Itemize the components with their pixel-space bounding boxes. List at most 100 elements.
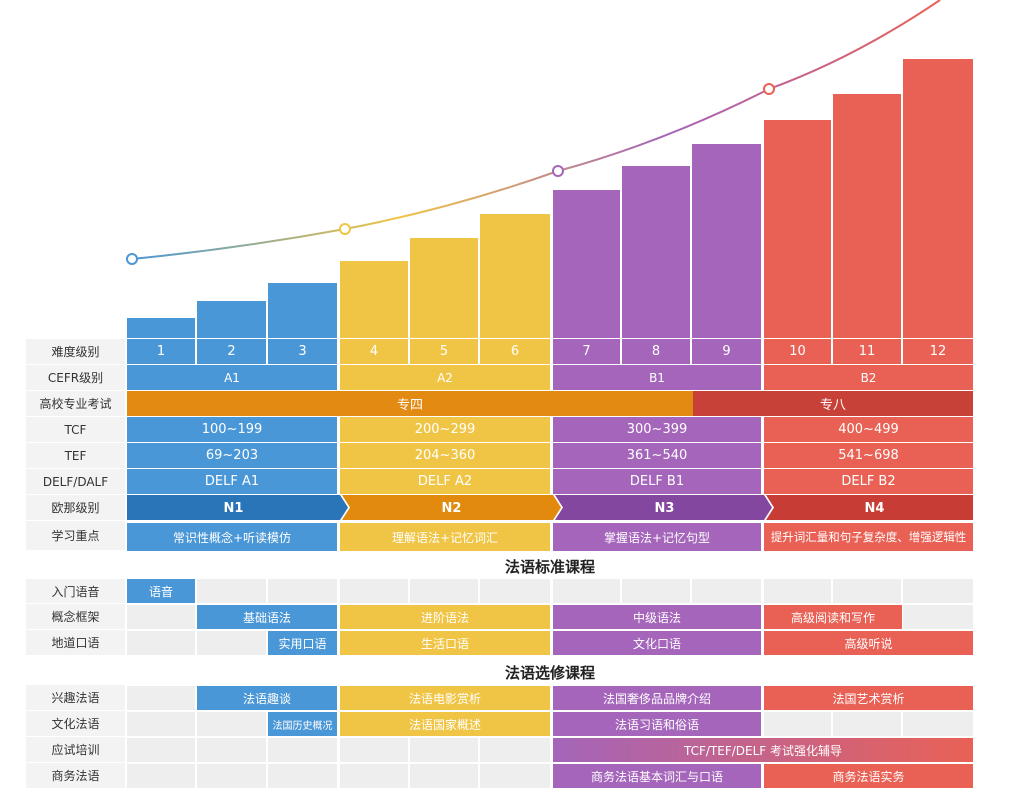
difficulty-level-5: 5 <box>410 339 478 364</box>
eurasia-n1: N1 <box>223 500 244 516</box>
curve-marker-4 <box>763 83 775 95</box>
row-label-focus: 学习重点 <box>26 521 125 551</box>
difficulty-level-9: 9 <box>692 339 761 364</box>
difficulty-level-6: 6 <box>480 339 550 364</box>
empty-cell <box>197 712 266 736</box>
course-luxury: 法国奢侈品品牌介绍 <box>553 686 761 710</box>
course-listening-speaking: 高级听说 <box>764 631 973 655</box>
curve-marker-3 <box>552 165 564 177</box>
difficulty-level-12: 12 <box>903 339 973 364</box>
row-label-exam: 应试培训 <box>26 737 125 763</box>
tcf-b1: 300~399 <box>553 417 761 442</box>
row-label-eurasia: 欧那级别 <box>26 495 125 521</box>
empty-cell <box>553 579 620 603</box>
row-label-univ: 高校专业考试 <box>26 391 125 417</box>
course-history: 法国历史概况 <box>268 712 337 736</box>
empty-cell <box>480 579 550 603</box>
row-label-tef: TEF <box>26 443 125 469</box>
univ-tem4: 专四 <box>127 391 693 416</box>
difficulty-bar-chart <box>126 0 973 338</box>
bar-level-5 <box>410 238 478 338</box>
difficulty-level-10: 10 <box>764 339 831 364</box>
course-phonetics: 语音 <box>127 579 195 603</box>
delf-a1: DELF A1 <box>127 469 337 494</box>
row-label-culture: 文化法语 <box>26 711 125 737</box>
row-label-difficulty: 难度级别 <box>26 339 125 365</box>
bar-level-4 <box>340 261 408 338</box>
course-practical-oral: 实用口语 <box>268 631 337 655</box>
difficulty-level-1: 1 <box>127 339 195 364</box>
empty-cell <box>340 579 408 603</box>
univ-tem8: 专八 <box>693 391 973 416</box>
difficulty-level-11: 11 <box>833 339 901 364</box>
cefr-b2: B2 <box>764 365 973 390</box>
eurasia-level-arrows <box>127 495 973 520</box>
tef-b2: 541~698 <box>764 443 973 468</box>
tef-a1: 69~203 <box>127 443 337 468</box>
tef-b1: 361~540 <box>553 443 761 468</box>
difficulty-level-3: 3 <box>268 339 337 364</box>
focus-b1: 掌握语法+记忆句型 <box>553 523 761 551</box>
empty-cell <box>127 686 195 710</box>
arrow-n4 <box>766 495 973 520</box>
curve-marker-2 <box>339 223 351 235</box>
bar-level-2 <box>197 301 266 338</box>
focus-a2: 理解语法+记忆词汇 <box>340 523 550 551</box>
course-exam-prep: TCF/TEF/DELF 考试强化辅导 <box>553 738 973 762</box>
empty-cell <box>197 738 266 762</box>
row-label-delf: DELF/DALF <box>26 469 125 495</box>
empty-cell <box>833 579 901 603</box>
course-intermediate-grammar: 中级语法 <box>553 605 761 629</box>
tef-a2: 204~360 <box>340 443 550 468</box>
difficulty-level-8: 8 <box>622 339 690 364</box>
empty-cell <box>268 579 337 603</box>
bar-level-11 <box>833 94 901 338</box>
row-label-cefr: CEFR级别 <box>26 365 125 391</box>
elective-courses-title: 法语选修课程 <box>504 664 595 682</box>
tcf-a1: 100~199 <box>127 417 337 442</box>
delf-b1: DELF B1 <box>553 469 761 494</box>
empty-cell <box>127 738 195 762</box>
arrow-n3 <box>555 495 772 520</box>
course-reading-writing: 高级阅读和写作 <box>764 605 902 629</box>
bar-level-10 <box>764 120 831 338</box>
empty-cell <box>410 764 478 788</box>
empty-cell <box>127 712 195 736</box>
row-label-framework: 概念框架 <box>26 604 125 630</box>
course-business-practice: 商务法语实务 <box>764 764 973 788</box>
empty-cell <box>340 764 408 788</box>
cefr-a1: A1 <box>127 365 337 390</box>
course-francophone: 法语国家概述 <box>340 712 550 736</box>
difficulty-level-7: 7 <box>553 339 620 364</box>
empty-cell <box>692 579 761 603</box>
tcf-b2: 400~499 <box>764 417 973 442</box>
course-advanced-grammar: 进阶语法 <box>340 605 550 629</box>
empty-cell <box>480 764 550 788</box>
empty-cell <box>268 738 337 762</box>
cefr-b1: B1 <box>553 365 761 390</box>
cefr-a2: A2 <box>340 365 550 390</box>
empty-cell <box>622 579 690 603</box>
course-daily-oral: 生活口语 <box>340 631 550 655</box>
focus-b2: 提升词汇量和句子复杂度、增强逻辑性 <box>764 523 973 551</box>
empty-cell <box>340 738 408 762</box>
empty-cell <box>833 712 901 736</box>
empty-cell <box>197 579 266 603</box>
arrow-n1 <box>127 495 348 520</box>
course-business-basic: 商务法语基本词汇与口语 <box>553 764 761 788</box>
course-culture-oral: 文化口语 <box>553 631 761 655</box>
empty-cell <box>410 738 478 762</box>
course-art: 法国艺术赏析 <box>764 686 973 710</box>
row-label-tcf: TCF <box>26 417 125 443</box>
row-label-intro: 入门语音 <box>26 579 125 604</box>
tcf-a2: 200~299 <box>340 417 550 442</box>
course-idioms: 法语习语和俗语 <box>553 712 761 736</box>
row-label-interest: 兴趣法语 <box>26 685 125 711</box>
empty-cell <box>903 579 973 603</box>
eurasia-n4: N4 <box>864 500 885 516</box>
bar-level-12 <box>903 59 973 338</box>
empty-cell <box>903 712 973 736</box>
standard-courses-title: 法语标准课程 <box>504 558 595 576</box>
bar-level-9 <box>692 144 761 338</box>
